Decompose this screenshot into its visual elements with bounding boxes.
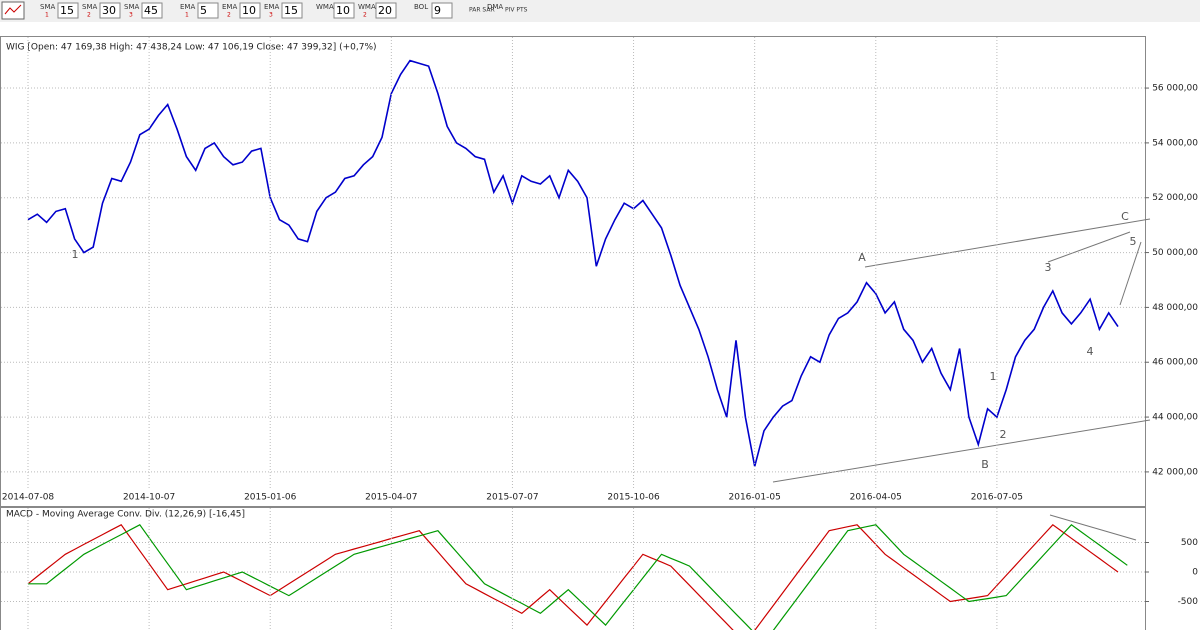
tool-input[interactable] bbox=[99, 2, 121, 19]
wave-label: A bbox=[858, 251, 866, 264]
series-line bbox=[27, 524, 1119, 630]
tool-value: 45 bbox=[144, 4, 158, 17]
tool-value: 10 bbox=[242, 4, 256, 17]
y-tick-label: -500 bbox=[1178, 597, 1199, 607]
tool-sub: 3 bbox=[269, 12, 273, 19]
wave-label: 5 bbox=[1130, 235, 1137, 248]
price-title: WIG [Open: 47 169,38 High: 47 438,24 Low… bbox=[6, 43, 377, 53]
y-tick-label: 50 000,00 bbox=[1152, 248, 1198, 258]
tool-label[interactable]: WMA bbox=[316, 3, 334, 11]
wave-label: C bbox=[1121, 210, 1129, 223]
tool-label[interactable]: SMA bbox=[124, 3, 139, 11]
y-tick-label: 44 000,00 bbox=[1152, 413, 1198, 423]
tool-sub: 3 bbox=[129, 12, 133, 19]
tool-value: 15 bbox=[60, 4, 74, 17]
trend-line bbox=[1049, 514, 1137, 541]
x-tick-label: 2016-04-05 bbox=[850, 493, 902, 503]
wave-label: 2 bbox=[1000, 428, 1007, 441]
tool-input[interactable] bbox=[333, 2, 355, 19]
tool-input[interactable] bbox=[57, 2, 79, 19]
tool-value: 5 bbox=[200, 4, 207, 17]
tool-value: 30 bbox=[102, 4, 116, 17]
x-tick-label: 2015-01-06 bbox=[244, 493, 297, 503]
y-tick-label: 46 000,00 bbox=[1152, 358, 1198, 368]
x-tick-label: 2014-10-07 bbox=[123, 493, 175, 503]
tool-label[interactable]: DMA bbox=[487, 3, 503, 11]
chart-icon-glyph bbox=[4, 4, 22, 15]
y-tick-label: 48 000,00 bbox=[1152, 303, 1198, 313]
tool-input[interactable] bbox=[375, 2, 397, 19]
x-tick-label: 2016-01-05 bbox=[729, 493, 781, 503]
tool-label[interactable]: EMA bbox=[222, 3, 237, 11]
tool-input[interactable] bbox=[141, 2, 163, 19]
wave-label: 4 bbox=[1087, 345, 1094, 358]
series-line bbox=[28, 524, 1128, 630]
tool-label: PAR SAR bbox=[469, 7, 495, 14]
tool-sub: 2 bbox=[87, 12, 91, 19]
tool-label: PIV PTS bbox=[505, 7, 528, 14]
wave-label: 1 bbox=[990, 370, 997, 383]
x-tick-label: 2015-10-06 bbox=[607, 493, 660, 503]
tool-input[interactable] bbox=[197, 2, 219, 19]
x-tick-label: 2015-07-07 bbox=[486, 493, 538, 503]
tool-value: 9 bbox=[434, 4, 441, 17]
y-tick-label: 56 000,00 bbox=[1152, 84, 1198, 94]
y-tick-label: 52 000,00 bbox=[1152, 193, 1198, 203]
tool-label[interactable]: SMA bbox=[82, 3, 97, 11]
macd-title: MACD - Moving Average Conv. Div. (12,26,… bbox=[6, 510, 245, 520]
wave-label: 3 bbox=[1045, 261, 1052, 274]
series-line bbox=[27, 59, 1119, 467]
trend-line bbox=[1047, 231, 1131, 263]
tool-input[interactable] bbox=[239, 2, 261, 19]
tool-sub: 2 bbox=[363, 12, 367, 19]
trend-line bbox=[1119, 241, 1142, 306]
y-tick-label: 42 000,00 bbox=[1152, 467, 1198, 477]
tool-label[interactable]: EMA bbox=[264, 3, 279, 11]
tool-label[interactable]: WMA bbox=[358, 3, 376, 11]
tool-input[interactable] bbox=[281, 2, 303, 19]
tool-sub: 1 bbox=[185, 12, 189, 19]
tool-sub: 1 bbox=[45, 12, 49, 19]
tool-label[interactable]: BOL bbox=[414, 3, 428, 11]
trend-lines bbox=[772, 218, 1151, 541]
y-tick-label: 500 bbox=[1181, 538, 1198, 548]
tool-label[interactable]: SMA bbox=[40, 3, 55, 11]
y-tick-label: 54 000,00 bbox=[1152, 138, 1198, 148]
macd-panel bbox=[0, 507, 1146, 630]
tool-value: 15 bbox=[284, 4, 298, 17]
wave-label: 1 bbox=[72, 248, 79, 261]
trend-line bbox=[864, 218, 1151, 268]
tool-input[interactable] bbox=[431, 2, 453, 19]
tool-value: 10 bbox=[336, 4, 350, 17]
x-tick-label: 2014-07-08 bbox=[2, 493, 55, 503]
wave-label: B bbox=[981, 458, 989, 471]
x-tick-label: 2016-07-05 bbox=[971, 493, 1023, 503]
x-tick-label: 2015-04-07 bbox=[365, 493, 417, 503]
price-panel bbox=[0, 36, 1146, 507]
tool-value: 20 bbox=[378, 4, 392, 17]
tool-sub: 2 bbox=[227, 12, 231, 19]
y-tick-label: 0 bbox=[1192, 567, 1198, 577]
tool-label[interactable]: EMA bbox=[180, 3, 195, 11]
